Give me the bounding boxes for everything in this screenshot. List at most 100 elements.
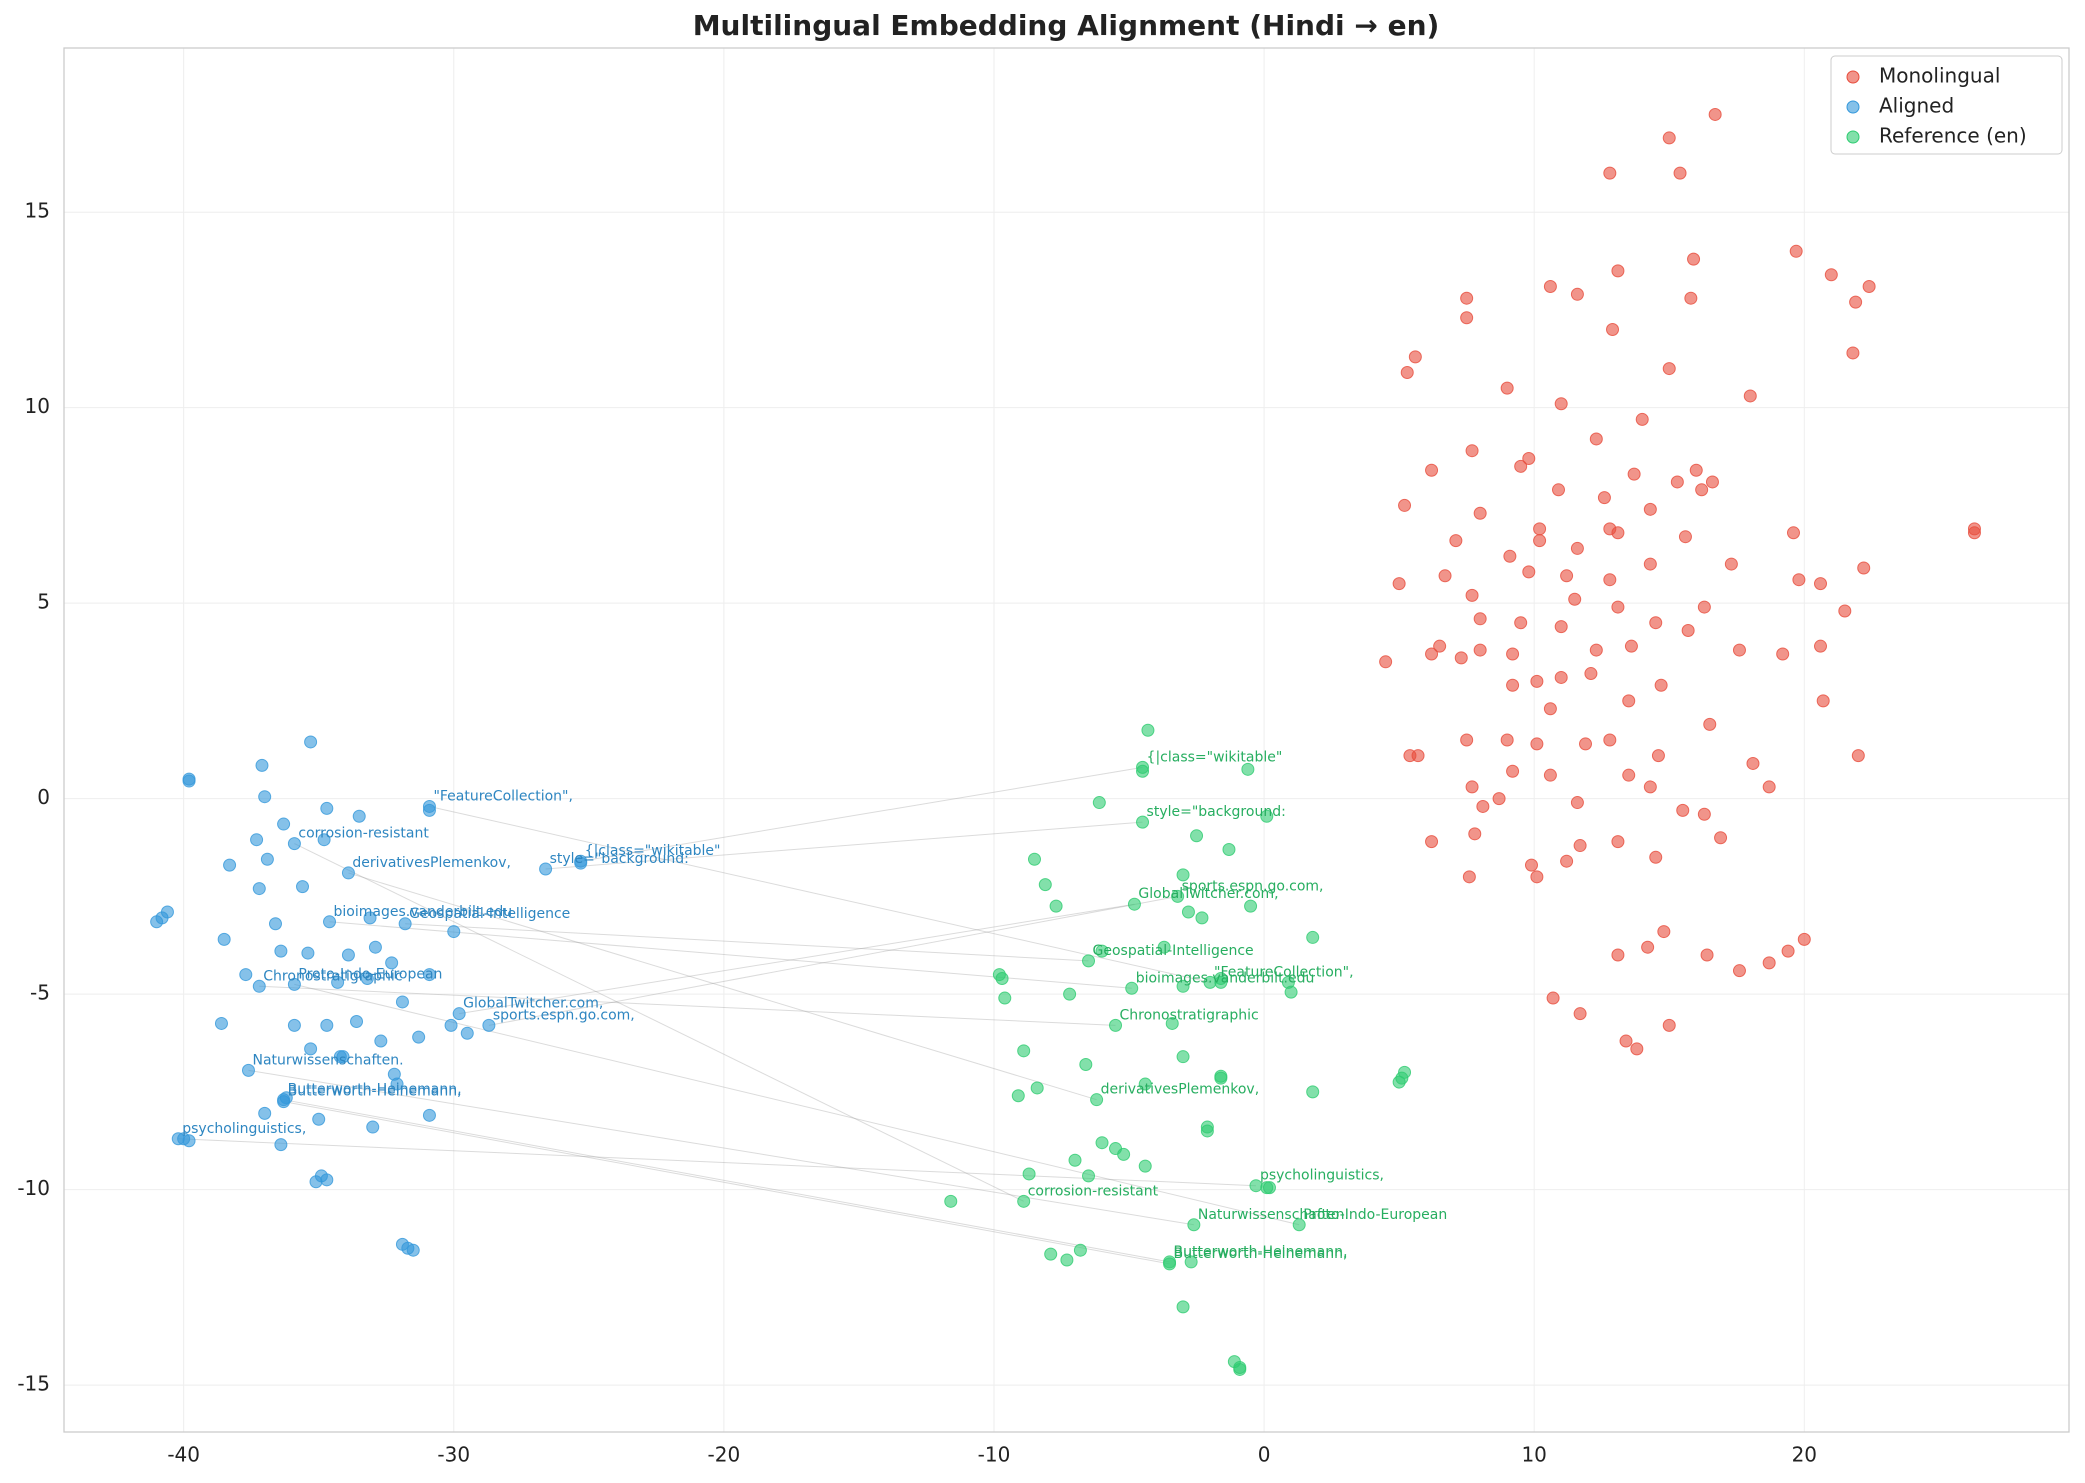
scatter-point — [341, 948, 355, 962]
reference-label: bioimages.vanderbilt.edu — [1136, 970, 1315, 986]
scatter-point — [331, 975, 345, 989]
aligned-label: GlobalTwitcher.com, — [463, 996, 603, 1012]
scatter-point — [1460, 291, 1474, 305]
scatter-point — [1465, 444, 1479, 458]
scatter-point — [1670, 475, 1684, 489]
scatter-point — [1846, 346, 1860, 360]
scatter-point — [1176, 1300, 1190, 1314]
reference-label: Butterworth-Heinemann, — [1174, 1246, 1348, 1262]
scatter-point — [1786, 526, 1800, 540]
scatter-point — [1449, 534, 1463, 548]
legend-label: Aligned — [1879, 94, 1954, 118]
scatter-point — [1506, 647, 1520, 661]
scatter-point — [1746, 756, 1760, 770]
scatter-point — [1241, 762, 1255, 776]
scatter-point — [1762, 780, 1776, 794]
scatter-point — [1524, 858, 1538, 872]
scatter-point — [1092, 796, 1106, 810]
scatter-point — [1862, 279, 1876, 293]
scatter-point — [1554, 620, 1568, 634]
scatter-point — [422, 803, 436, 817]
scatter-point — [1082, 1169, 1096, 1183]
aligned-label: Geospatial-Intelligence — [409, 906, 570, 922]
scatter-point — [1533, 522, 1547, 536]
scatter-point — [1060, 1253, 1074, 1267]
legend-label: Monolingual — [1879, 64, 2000, 88]
reference-label: {|class="wikitable" — [1147, 749, 1283, 765]
reference-label: GlobalTwitcher.com, — [1138, 886, 1278, 902]
scatter-point — [368, 940, 382, 954]
scatter-point — [287, 1018, 301, 1032]
scatter-point — [1063, 987, 1077, 1001]
scatter-point — [1506, 678, 1520, 692]
scatter-point — [1732, 643, 1746, 657]
aligned-label: sports.espn.go.com, — [493, 1007, 635, 1023]
scatter-point — [1776, 647, 1790, 661]
scatter-point — [1473, 506, 1487, 520]
y-tick-label: 15 — [25, 199, 50, 223]
scatter-point — [223, 858, 237, 872]
aligned-label: {|class="wikitable" — [585, 843, 721, 859]
scatter-point — [1190, 829, 1204, 843]
scatter-point — [1589, 432, 1603, 446]
scatter-point — [1044, 1247, 1058, 1261]
scatter-point — [1141, 723, 1155, 737]
scatter-point — [1695, 483, 1709, 497]
scatter-point — [1411, 749, 1425, 763]
y-tick-label: 10 — [25, 394, 50, 418]
scatter-point — [1476, 799, 1490, 813]
alignment-line — [178, 1138, 1257, 1187]
scatter-point — [1792, 573, 1806, 587]
scatter-point — [1138, 1077, 1152, 1091]
scatter-point — [395, 995, 409, 1009]
scatter-point — [422, 1108, 436, 1122]
scatter-point — [1611, 948, 1625, 962]
scatter-point — [1687, 252, 1701, 266]
scatter-point — [1857, 561, 1871, 575]
scatter-point — [1724, 557, 1738, 571]
scatter-point — [1635, 412, 1649, 426]
scatter-point — [1017, 1194, 1031, 1208]
scatter-point — [1554, 397, 1568, 411]
scatter-point — [1022, 1167, 1036, 1181]
aligned-label: Proto-Indo-European — [298, 966, 442, 982]
scatter-point — [258, 1106, 272, 1120]
alignment-line — [545, 821, 1143, 870]
scatter-point — [320, 1173, 334, 1187]
scatter-point — [1125, 981, 1139, 995]
scatter-point — [1068, 1153, 1082, 1167]
y-tick-label: 0 — [37, 785, 50, 809]
y-tick-label: -10 — [17, 1176, 50, 1200]
scatter-point — [1684, 291, 1698, 305]
scatter-point — [1703, 717, 1717, 731]
scatter-point — [1649, 616, 1663, 630]
scatter-point — [1095, 1136, 1109, 1150]
scatter-point — [1622, 768, 1636, 782]
scatter-point — [1082, 954, 1096, 968]
scatter-point — [385, 956, 399, 970]
scatter-point — [1589, 643, 1603, 657]
scatter-point — [1492, 792, 1506, 806]
scatter-point — [1530, 870, 1544, 884]
scatter-point — [1641, 940, 1655, 954]
scatter-point — [1214, 975, 1228, 989]
reference-label: Naturwissenschaften. — [1198, 1207, 1349, 1223]
scatter-point — [1030, 1081, 1044, 1095]
scatter-point — [239, 968, 253, 982]
scatter-point — [1306, 1085, 1320, 1099]
scatter-point — [217, 932, 231, 946]
scatter-point — [301, 946, 315, 960]
scatter-point — [1176, 979, 1190, 993]
scatter-point — [1573, 1007, 1587, 1021]
reference-label: sports.espn.go.com, — [1182, 878, 1324, 894]
scatter-point — [1425, 463, 1439, 477]
x-tick-label: -20 — [708, 1443, 741, 1467]
scatter-point — [390, 1077, 404, 1091]
scatter-point — [1530, 737, 1544, 751]
aligned-label: Chronostratigraphic — [263, 968, 402, 984]
scatter-point — [1117, 1147, 1131, 1161]
scatter-point — [296, 880, 310, 894]
scatter-point — [1603, 573, 1617, 587]
reference-label: Proto-Indo-European — [1303, 1207, 1447, 1223]
scatter-point — [398, 917, 412, 931]
